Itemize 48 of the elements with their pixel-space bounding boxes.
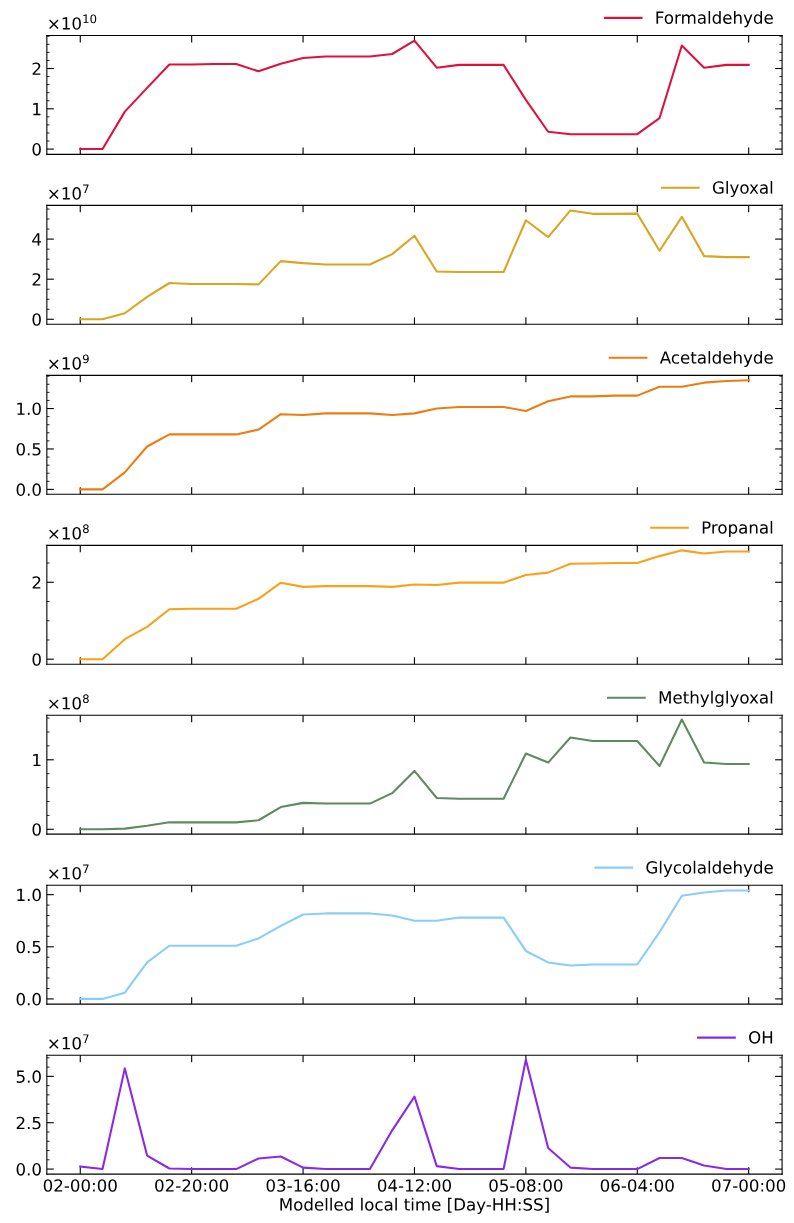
x-tick-label: 02-00:00	[43, 1179, 117, 1192]
y-tick-label: 0	[32, 653, 41, 666]
y-tick-label: 1.0	[17, 888, 41, 902]
legend-label: Acetaldehyde	[659, 350, 773, 368]
y-tick-label: 0.5	[16, 940, 41, 954]
legend-label: Propanal	[702, 520, 773, 538]
y-tick-label: 0.0	[16, 992, 41, 1006]
y-tick-label: 5.0	[16, 1070, 41, 1083]
text: ×10$^{10}$	[49, 14, 97, 30]
line-series	[79, 549, 750, 661]
text: ×10$^{7}$	[49, 184, 89, 200]
legend-label: Formaldehyde	[656, 11, 773, 28]
y-tick-label: 0.0	[16, 483, 41, 496]
y-tick-label: 0	[32, 143, 41, 156]
line-series	[79, 39, 750, 151]
y-tick-label: 2	[32, 273, 41, 286]
x-tick-label: 05-08:00	[489, 1179, 563, 1192]
x-tick-label: 06-04:00	[600, 1179, 674, 1192]
line-series	[79, 209, 750, 321]
x-tick-label: 03-16:00	[266, 1179, 340, 1192]
legend-label: Glycolaldehyde	[646, 860, 773, 877]
line-series	[79, 718, 750, 831]
y-tick-label: 1	[33, 753, 41, 767]
y-tick-label: 2	[32, 576, 41, 589]
text: ×10$^{8}$	[49, 694, 89, 710]
text: ×10$^{7}$	[49, 864, 89, 880]
legend-label: Glyoxal	[712, 180, 773, 198]
x-axis-title: Modelled local time [Day-HH:SS]	[280, 1197, 549, 1214]
line-series	[79, 379, 750, 491]
legend-label: Methylglyoxal	[659, 690, 773, 707]
line-series	[79, 1058, 750, 1171]
y-tick-label: 0.0	[16, 1163, 41, 1176]
x-tick-label: 07-00:00	[712, 1179, 786, 1192]
x-tick-label: 02-20:00	[155, 1179, 229, 1192]
y-tick-label: 0	[32, 313, 41, 326]
y-tick-label: 0.5	[16, 442, 41, 456]
y-tick-label: 2.5	[16, 1116, 41, 1130]
line-series	[79, 889, 750, 1000]
y-tick-label: 1.0	[17, 402, 41, 416]
text: ×10$^{8}$	[49, 524, 89, 540]
y-tick-label: 1	[33, 102, 41, 116]
legend-label: OH	[749, 1031, 773, 1044]
text: ×10$^{7}$	[49, 1034, 89, 1050]
text: ×10$^{9}$	[49, 354, 89, 370]
y-tick-label: 0	[32, 823, 41, 836]
y-tick-label: 4	[32, 233, 42, 246]
x-tick-label: 04-12:00	[377, 1179, 451, 1192]
y-tick-label: 2	[32, 62, 41, 75]
